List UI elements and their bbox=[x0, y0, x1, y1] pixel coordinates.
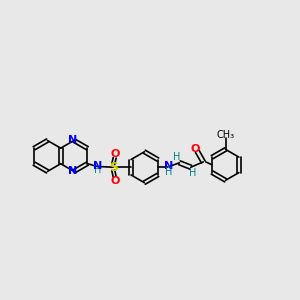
Text: O: O bbox=[110, 176, 119, 186]
Text: O: O bbox=[110, 148, 119, 159]
Text: O: O bbox=[190, 143, 200, 154]
Text: N: N bbox=[164, 161, 173, 171]
Text: H: H bbox=[173, 152, 180, 162]
Text: H: H bbox=[190, 168, 197, 178]
Text: H: H bbox=[94, 165, 101, 175]
Text: N: N bbox=[68, 136, 77, 146]
Text: H: H bbox=[164, 167, 172, 177]
Text: S: S bbox=[109, 161, 118, 174]
Text: N: N bbox=[93, 161, 102, 171]
Text: N: N bbox=[68, 167, 77, 176]
Text: CH₃: CH₃ bbox=[217, 130, 235, 140]
